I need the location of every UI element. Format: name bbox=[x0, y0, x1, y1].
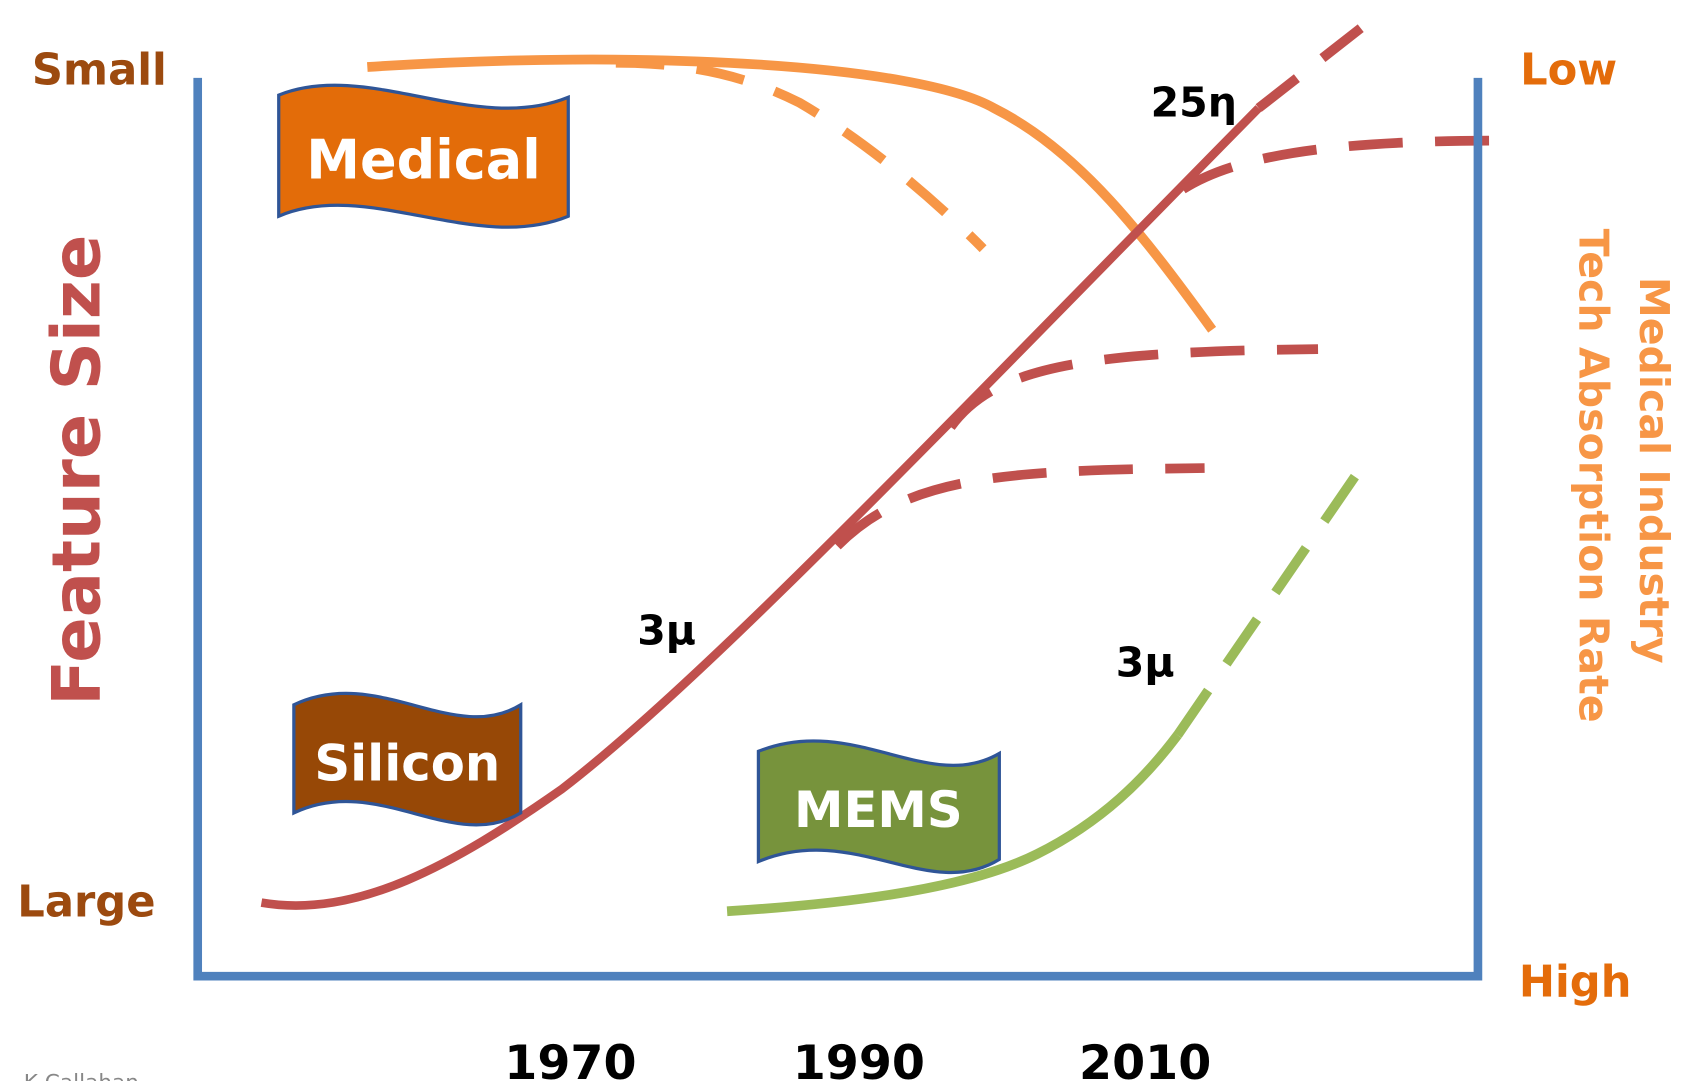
silicon-dashed bbox=[1180, 135, 1508, 194]
silicon-dashed bbox=[946, 344, 1319, 430]
medical-curve bbox=[367, 54, 1217, 333]
annotation: 3μ bbox=[1116, 639, 1175, 687]
silicon-curve bbox=[260, 105, 1262, 910]
medical-banner bbox=[277, 83, 570, 229]
axis-frame bbox=[193, 77, 1483, 981]
banner-label: Medical bbox=[306, 128, 540, 191]
silicon-dashed bbox=[833, 463, 1205, 550]
mems-curve bbox=[726, 732, 1182, 917]
mems-banner bbox=[756, 739, 1001, 875]
right-axis-title: Medical Industry bbox=[1630, 277, 1678, 664]
right-top-label: Low bbox=[1520, 45, 1617, 95]
medical-dashed bbox=[615, 57, 987, 253]
year-label: 2010 bbox=[1079, 1036, 1211, 1081]
annotation: 3μ bbox=[637, 606, 696, 654]
year-label: 1990 bbox=[793, 1036, 925, 1081]
credit: K Callahan bbox=[24, 1071, 139, 1081]
year-label: 1970 bbox=[504, 1036, 636, 1081]
right-bottom-label: High bbox=[1519, 958, 1632, 1008]
banner-label: MEMS bbox=[794, 781, 963, 839]
silicon-dashed bbox=[1255, 6, 1386, 112]
banner-label: Silicon bbox=[314, 734, 500, 792]
curves bbox=[260, 6, 1508, 917]
right-axis-title: Tech Absorption Rate bbox=[1569, 229, 1617, 723]
annotation: 25η bbox=[1151, 79, 1237, 127]
silicon-banner bbox=[292, 691, 523, 827]
left-bottom-label: Large bbox=[17, 878, 155, 928]
left-top-label: Small bbox=[32, 45, 167, 95]
mems-dashed bbox=[1173, 456, 1371, 738]
left-axis-title: Feature Size bbox=[37, 235, 115, 706]
